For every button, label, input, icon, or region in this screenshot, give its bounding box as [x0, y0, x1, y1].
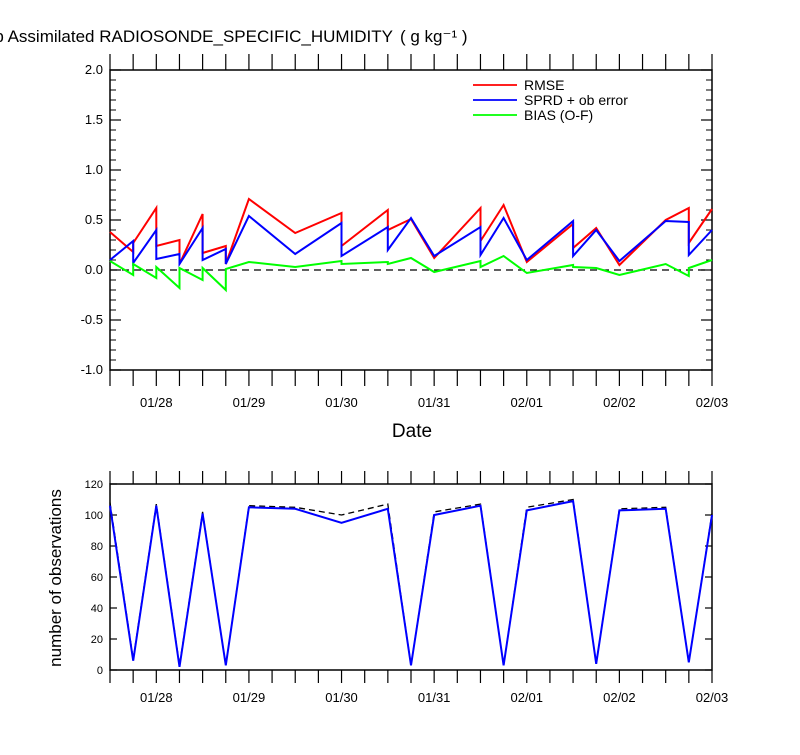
chart-title-units: ( g kg⁻¹ ): [400, 27, 468, 46]
series-line-assimilated-observations: [109, 499, 713, 668]
y-tick-label: 1.5: [85, 112, 103, 127]
legend-label: RMSE: [524, 77, 564, 93]
x-tick-label: 02/02: [603, 395, 636, 410]
x-tick-label: 02/03: [696, 395, 729, 410]
series-line-sprd-ob-error: [109, 214, 713, 268]
y-tick-label: 80: [91, 541, 103, 553]
x-tick-label: 02/02: [603, 690, 636, 705]
y-tick-label: -1.0: [81, 362, 103, 377]
y-tick-label: 100: [85, 510, 103, 522]
x-tick-label: 01/31: [418, 690, 451, 705]
x-tick-label: 01/28: [140, 395, 173, 410]
x-tick-label: 01/29: [233, 690, 266, 705]
x-tick-label: 01/30: [325, 690, 358, 705]
y-tick-label: 120: [85, 479, 103, 491]
x-tick-label: 02/03: [696, 690, 729, 705]
y-tick-label: 1.0: [85, 162, 103, 177]
y-tick-label: 40: [91, 603, 103, 615]
y-tick-label: 0: [97, 665, 103, 677]
chart-title: 700 mb Assimilated RADIOSONDE_SPECIFIC_H…: [0, 27, 393, 46]
y-tick-label: 0.5: [85, 212, 103, 227]
y-tick-label: 60: [91, 572, 103, 584]
bottom-plot: 0 20 40 60 80 100 120 01/28 01/29 01/30 01/31 02/01…: [85, 471, 729, 705]
legend-label: BIAS (O-F): [524, 107, 593, 123]
x-tick-label: 01/28: [140, 690, 173, 705]
x-tick-label: 01/31: [418, 395, 451, 410]
y-tick-label: 0.0: [85, 262, 103, 277]
series-line-bias-o-f: [109, 254, 713, 293]
x-axis-label: Date: [392, 421, 432, 442]
x-tick-label: 02/01: [510, 690, 543, 705]
x-tick-label: 02/01: [510, 395, 543, 410]
plot-frame: [109, 483, 713, 671]
x-tick-label: 01/30: [325, 395, 358, 410]
x-tick-label: 01/29: [233, 395, 266, 410]
y-tick-label: -0.5: [81, 312, 103, 327]
top-plot: -1.0 -0.5 0.0 0.5 1.0 1.5 2.0 01/28 01/29 01/30 01…: [81, 54, 729, 410]
y-axis-label-observations: number of observations: [46, 489, 65, 667]
series-line-rmse: [109, 197, 713, 267]
legend-label: SPRD + ob error: [524, 92, 628, 108]
y-tick-label: 20: [91, 634, 103, 646]
y-tick-label: 2.0: [85, 62, 103, 77]
